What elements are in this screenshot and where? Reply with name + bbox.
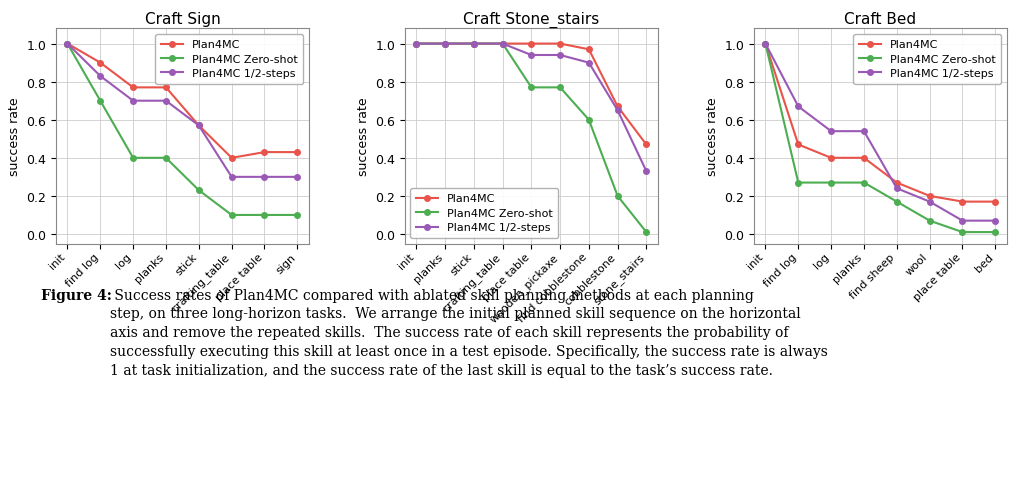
Plan4MC — [160, 85, 172, 91]
Plan4MC — [825, 156, 837, 162]
Plan4MC 1/2-steps — [641, 169, 653, 175]
Plan4MC — [192, 123, 204, 129]
Plan4MC 1/2-steps — [160, 99, 172, 104]
Plan4MC Zero-shot — [258, 213, 271, 219]
Plan4MC Zero-shot — [923, 218, 936, 224]
Y-axis label: success rate: success rate — [706, 98, 719, 176]
Plan4MC Zero-shot — [496, 41, 508, 47]
Plan4MC 1/2-steps — [554, 53, 566, 59]
Plan4MC Zero-shot — [760, 41, 772, 47]
Plan4MC Zero-shot — [160, 156, 172, 162]
Plan4MC 1/2-steps — [291, 175, 303, 181]
Title: Craft Sign: Craft Sign — [144, 12, 221, 27]
Plan4MC 1/2-steps — [858, 129, 871, 135]
Plan4MC 1/2-steps — [923, 199, 936, 205]
Y-axis label: success rate: success rate — [357, 98, 369, 176]
Line: Plan4MC: Plan4MC — [65, 41, 300, 161]
Plan4MC — [858, 156, 871, 162]
Plan4MC 1/2-steps — [61, 41, 73, 47]
Plan4MC — [923, 194, 936, 200]
Plan4MC 1/2-steps — [792, 104, 804, 110]
Plan4MC — [410, 41, 422, 47]
Plan4MC — [258, 150, 271, 156]
Plan4MC Zero-shot — [410, 41, 422, 47]
Plan4MC 1/2-steps — [760, 41, 772, 47]
Plan4MC Zero-shot — [792, 180, 804, 186]
Plan4MC 1/2-steps — [611, 108, 623, 114]
Plan4MC Zero-shot — [554, 85, 566, 91]
Legend: Plan4MC, Plan4MC Zero-shot, Plan4MC 1/2-steps: Plan4MC, Plan4MC Zero-shot, Plan4MC 1/2-… — [411, 188, 558, 239]
Plan4MC Zero-shot — [891, 199, 903, 205]
Plan4MC Zero-shot — [526, 85, 538, 91]
Plan4MC — [891, 180, 903, 186]
Plan4MC Zero-shot — [439, 41, 452, 47]
Plan4MC — [496, 41, 508, 47]
Legend: Plan4MC, Plan4MC Zero-shot, Plan4MC 1/2-steps: Plan4MC, Plan4MC Zero-shot, Plan4MC 1/2-… — [156, 35, 303, 85]
Plan4MC 1/2-steps — [439, 41, 452, 47]
Line: Plan4MC: Plan4MC — [763, 41, 998, 205]
Plan4MC — [990, 199, 1002, 205]
Line: Plan4MC 1/2-steps: Plan4MC 1/2-steps — [414, 41, 649, 175]
Line: Plan4MC Zero-shot: Plan4MC Zero-shot — [414, 41, 649, 235]
Plan4MC Zero-shot — [956, 230, 968, 236]
Plan4MC — [95, 61, 107, 66]
Line: Plan4MC: Plan4MC — [414, 41, 649, 148]
Plan4MC Zero-shot — [611, 194, 623, 200]
Plan4MC 1/2-steps — [891, 186, 903, 192]
Plan4MC 1/2-steps — [192, 123, 204, 129]
Text: Success rates of Plan4MC compared with ablated skill planning methods at each pl: Success rates of Plan4MC compared with a… — [110, 288, 828, 378]
Plan4MC Zero-shot — [990, 230, 1002, 236]
Plan4MC Zero-shot — [291, 213, 303, 219]
Plan4MC — [641, 142, 653, 148]
Plan4MC — [583, 47, 595, 53]
Plan4MC — [554, 41, 566, 47]
Plan4MC 1/2-steps — [95, 74, 107, 80]
Plan4MC — [468, 41, 480, 47]
Y-axis label: success rate: success rate — [8, 98, 20, 176]
Line: Plan4MC Zero-shot: Plan4MC Zero-shot — [763, 41, 998, 235]
Plan4MC 1/2-steps — [226, 175, 238, 181]
Line: Plan4MC Zero-shot: Plan4MC Zero-shot — [65, 41, 300, 218]
Plan4MC — [956, 199, 968, 205]
Plan4MC Zero-shot — [825, 180, 837, 186]
Plan4MC Zero-shot — [95, 99, 107, 104]
Plan4MC Zero-shot — [61, 41, 73, 47]
Plan4MC Zero-shot — [858, 180, 871, 186]
Plan4MC 1/2-steps — [410, 41, 422, 47]
Plan4MC — [61, 41, 73, 47]
Plan4MC — [526, 41, 538, 47]
Plan4MC 1/2-steps — [526, 53, 538, 59]
Plan4MC — [792, 142, 804, 148]
Plan4MC 1/2-steps — [496, 41, 508, 47]
Plan4MC Zero-shot — [192, 188, 204, 194]
Plan4MC — [226, 156, 238, 162]
Title: Craft Bed: Craft Bed — [844, 12, 916, 27]
Plan4MC Zero-shot — [226, 213, 238, 219]
Plan4MC — [760, 41, 772, 47]
Plan4MC Zero-shot — [468, 41, 480, 47]
Line: Plan4MC 1/2-steps: Plan4MC 1/2-steps — [65, 41, 300, 180]
Plan4MC — [611, 104, 623, 110]
Plan4MC Zero-shot — [583, 118, 595, 123]
Plan4MC Zero-shot — [127, 156, 139, 162]
Line: Plan4MC 1/2-steps: Plan4MC 1/2-steps — [763, 41, 998, 224]
Plan4MC — [127, 85, 139, 91]
Plan4MC 1/2-steps — [127, 99, 139, 104]
Plan4MC — [439, 41, 452, 47]
Legend: Plan4MC, Plan4MC Zero-shot, Plan4MC 1/2-steps: Plan4MC, Plan4MC Zero-shot, Plan4MC 1/2-… — [853, 35, 1002, 85]
Plan4MC 1/2-steps — [583, 61, 595, 66]
Plan4MC — [291, 150, 303, 156]
Plan4MC 1/2-steps — [956, 218, 968, 224]
Plan4MC 1/2-steps — [468, 41, 480, 47]
Plan4MC Zero-shot — [641, 230, 653, 236]
Title: Craft Stone_stairs: Craft Stone_stairs — [464, 12, 599, 28]
Plan4MC 1/2-steps — [825, 129, 837, 135]
Text: Figure 4:: Figure 4: — [41, 288, 112, 302]
Plan4MC 1/2-steps — [990, 218, 1002, 224]
Plan4MC 1/2-steps — [258, 175, 271, 181]
